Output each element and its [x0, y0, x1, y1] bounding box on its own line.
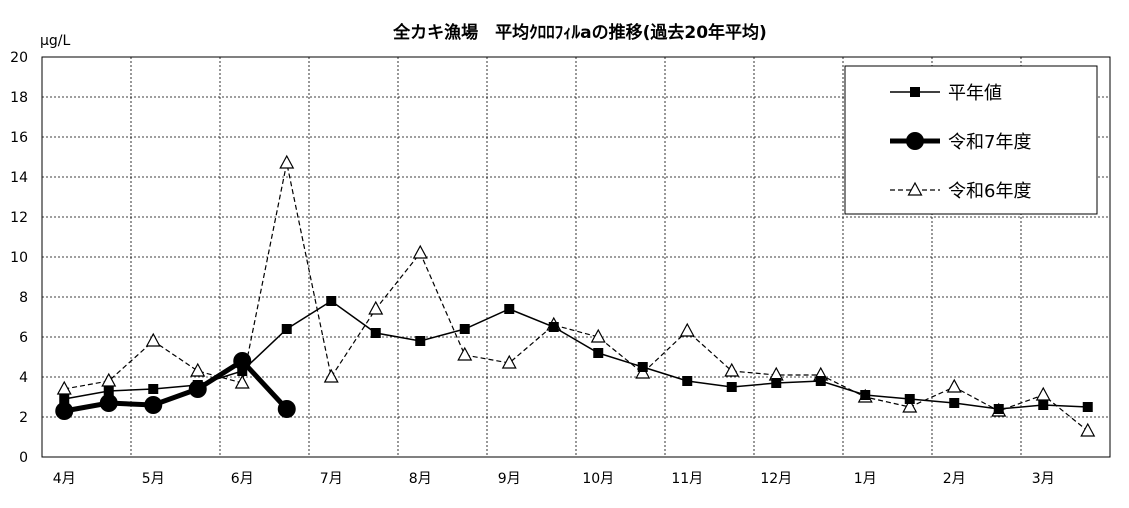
data-point [190, 362, 206, 377]
data-point [637, 362, 648, 372]
legend-label: 令和6年度 [948, 181, 1031, 202]
data-point [103, 386, 114, 396]
data-point [459, 324, 470, 334]
data-point [59, 394, 70, 404]
data-point [101, 372, 117, 387]
x-tick-label: 8月 [409, 471, 432, 487]
data-point [279, 154, 295, 169]
y-tick-label: 2 [19, 410, 28, 426]
legend-marker [907, 181, 923, 196]
x-tick-label: 2月 [943, 471, 966, 487]
data-point [99, 394, 118, 412]
data-point [145, 332, 161, 347]
y-tick-label: 12 [10, 210, 28, 226]
x-tick-label: 1月 [854, 471, 877, 487]
data-point [144, 396, 163, 414]
gridlines [42, 57, 1110, 457]
data-point [993, 404, 1004, 414]
x-tick-label: 10月 [582, 471, 614, 487]
data-point [679, 322, 695, 337]
legend-marker [910, 87, 920, 97]
series-layer [55, 154, 1096, 437]
data-point [1038, 400, 1049, 410]
data-point [904, 394, 915, 404]
data-point [682, 376, 693, 386]
series-line [64, 300, 1088, 410]
y-tick-label: 20 [10, 50, 28, 66]
plot-area-frame [41, 56, 1111, 458]
data-point [368, 300, 384, 315]
data-point [326, 296, 337, 306]
y-tick-label: 6 [19, 330, 28, 346]
data-point [237, 366, 248, 376]
y-tick-label: 16 [10, 130, 28, 146]
y-tick-label: 10 [10, 250, 28, 266]
x-tick-label: 12月 [760, 471, 792, 487]
data-point [902, 398, 918, 413]
data-point [323, 368, 339, 383]
y-tick-label: 14 [10, 170, 28, 186]
data-point [148, 384, 159, 394]
data-point [1080, 422, 1096, 437]
data-point [188, 380, 207, 398]
data-point [946, 378, 962, 393]
y-tick-label: 8 [19, 290, 28, 306]
data-point [860, 390, 871, 400]
data-point [370, 328, 381, 338]
data-point [815, 376, 826, 386]
y-tick-label: 18 [10, 90, 28, 106]
data-point [277, 400, 296, 418]
series-line [63, 357, 289, 414]
data-point [949, 398, 960, 408]
data-point [726, 382, 737, 392]
x-tick-label: 5月 [142, 471, 165, 487]
legend-label: 令和7年度 [948, 132, 1031, 153]
data-point [1082, 402, 1093, 412]
data-point [281, 324, 292, 334]
data-point [234, 374, 250, 389]
data-point [1035, 386, 1051, 401]
data-point [233, 352, 252, 370]
y-axis-ticks: 0 2 4 6 8 10 12 14 16 18 20 [10, 50, 28, 466]
data-point [548, 322, 559, 332]
x-axis-month-labels: 4月 5月 6月 7月 8月 9月 10月 11月 12月 1月 2月 3月 [53, 471, 1055, 487]
data-point [412, 244, 428, 259]
legend-label: 平年値 [948, 83, 1002, 104]
data-point [55, 402, 74, 420]
data-point [590, 328, 606, 343]
x-tick-label: 9月 [498, 471, 521, 487]
data-point [415, 336, 426, 346]
x-tick-label: 7月 [320, 471, 343, 487]
data-point [504, 304, 515, 314]
data-point [501, 354, 517, 369]
series-line [64, 162, 1089, 432]
y-axis-unit-label: μg/L [40, 33, 71, 49]
data-point [457, 346, 473, 361]
data-point [771, 378, 782, 388]
chart-title: 全カキ漁場 平均ｸﾛﾛﾌｨﾙaの推移(過去20年平均) [392, 22, 767, 43]
legend-box [844, 65, 1098, 215]
x-tick-label: 11月 [671, 471, 703, 487]
x-tick-label: 3月 [1032, 471, 1055, 487]
x-tick-label: 6月 [231, 471, 254, 487]
legend-marker [906, 132, 924, 150]
y-tick-label: 0 [19, 450, 28, 466]
series-bold-circle [55, 352, 296, 420]
data-point [593, 348, 604, 358]
y-tick-label: 4 [19, 370, 28, 386]
data-point [724, 362, 740, 377]
x-tick-label: 4月 [53, 471, 76, 487]
